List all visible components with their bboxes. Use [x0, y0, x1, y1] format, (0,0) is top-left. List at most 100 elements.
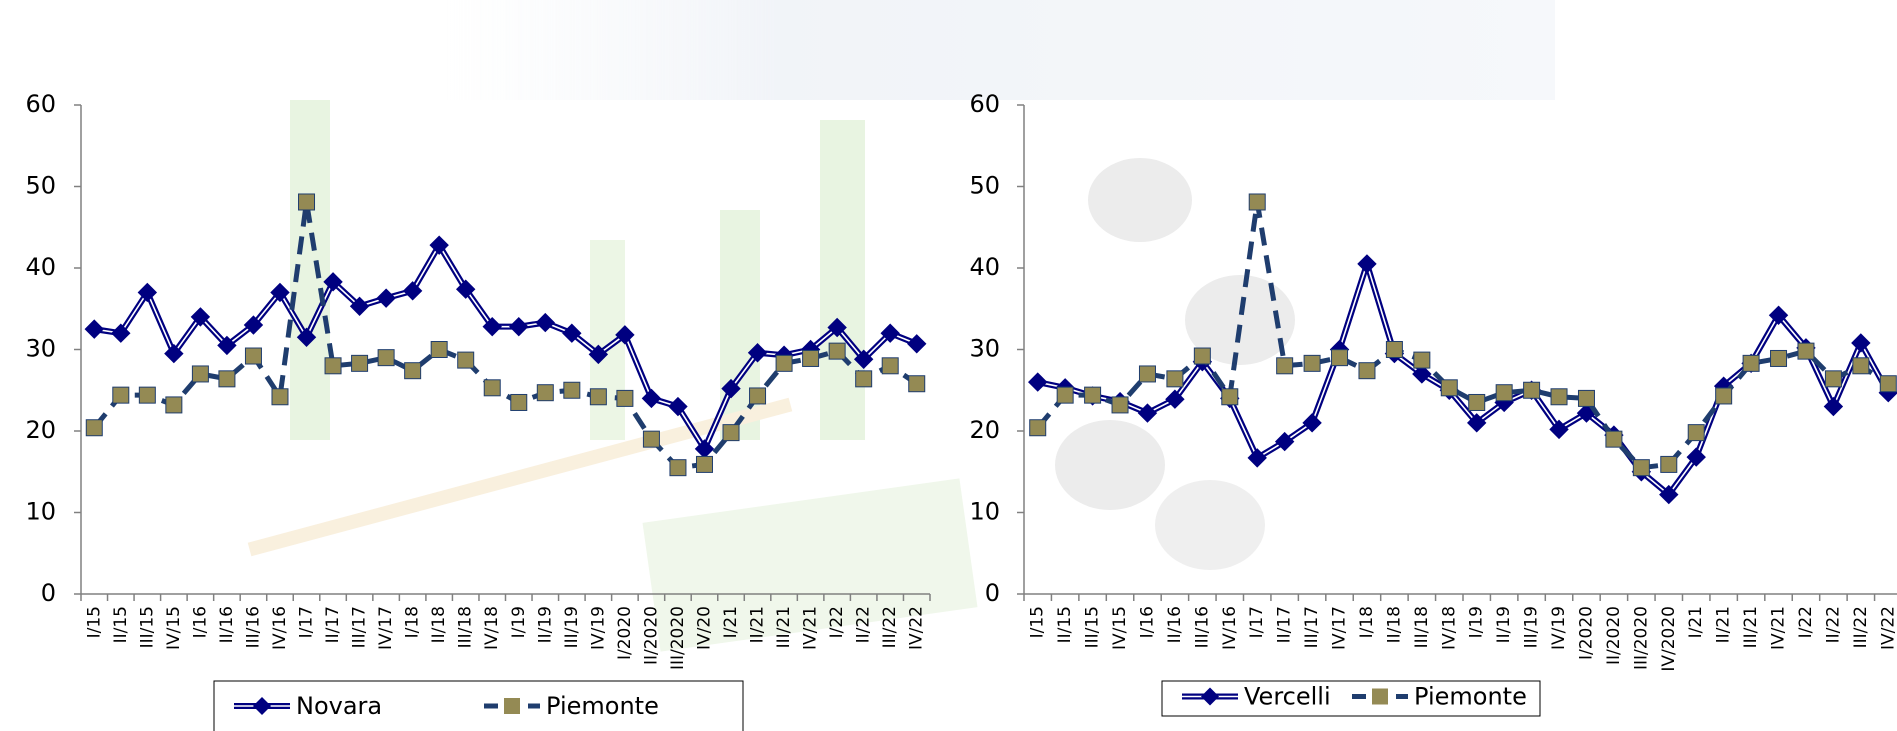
- data-point: [137, 282, 158, 303]
- x-tick-label: IV/18: [482, 606, 502, 650]
- data-point: [323, 272, 343, 292]
- x-tick-label: III/15: [1083, 606, 1103, 648]
- data-point: [1084, 386, 1102, 404]
- data-point: [1823, 396, 1844, 417]
- y-tick-label: 0: [985, 579, 1000, 607]
- data-point: [271, 388, 289, 406]
- data-point: [1274, 431, 1295, 452]
- x-tick-label: IV/16: [1220, 606, 1240, 650]
- plot: 0 10 20 30 40 50 60 I/15 II/15 III/15 IV/15 I/16 II/…: [969, 90, 1897, 717]
- data-point: [589, 388, 607, 406]
- data-point: [1028, 372, 1048, 392]
- y-tick-label: 60: [969, 90, 1000, 118]
- data-point: [483, 379, 501, 397]
- data-point: [243, 315, 264, 335]
- x-tick-label: I/2020: [1576, 606, 1596, 660]
- data-point: [642, 430, 660, 448]
- data-point: [1331, 349, 1349, 367]
- background-art: [247, 0, 1555, 652]
- series-line: [1037, 260, 1891, 498]
- data-point: [749, 387, 767, 405]
- y-tick-label: 60: [25, 90, 56, 118]
- data-point: [429, 235, 449, 255]
- x-tick-label: II/17: [1275, 606, 1295, 643]
- x-tick-label: IV/19: [588, 606, 608, 650]
- series-line-highlight: [1037, 263, 1889, 496]
- data-point: [1879, 375, 1897, 393]
- legend-marker: [253, 697, 271, 715]
- data-point: [722, 424, 740, 442]
- x-tick-label: IV/21: [1769, 606, 1789, 650]
- x-tick-label: II/22: [1823, 606, 1843, 643]
- data-point: [535, 312, 556, 333]
- x-tick-label: I/17: [297, 606, 317, 638]
- x-tick-label: IV/17: [1330, 606, 1350, 650]
- data-point: [1137, 403, 1158, 423]
- x-tick-label: IV/18: [1439, 606, 1459, 650]
- data-point: [190, 307, 211, 327]
- x-tick-label: I/15: [84, 606, 104, 638]
- data-point: [482, 316, 502, 337]
- x-tick-label: I/19: [509, 606, 529, 638]
- x-tick-label: I/2020: [615, 606, 635, 660]
- data-point: [165, 396, 183, 414]
- y-tick-label: 40: [969, 253, 1000, 281]
- plot: 0 10 20 30 40 50 60 I/15 II/15 III/15 IV/15 I/16 II/…: [25, 90, 931, 731]
- y-tick-label: 10: [969, 498, 1000, 526]
- x-tick-label: III/17: [1302, 606, 1322, 648]
- data-point: [1852, 357, 1870, 375]
- legend-marker: [1372, 688, 1388, 705]
- x-tick-label: II/19: [535, 606, 555, 643]
- series-line: [93, 242, 918, 452]
- data-point: [695, 455, 713, 473]
- background-shape: [1055, 420, 1165, 510]
- x-tick-label: II/15: [111, 606, 131, 643]
- data-point: [1029, 419, 1047, 437]
- data-point: [1468, 393, 1486, 411]
- x-tick-label: I/15: [1028, 606, 1048, 638]
- x-tick-label: III/22: [880, 606, 900, 648]
- data-point: [244, 347, 262, 365]
- data-point: [324, 357, 342, 375]
- y-tick-label: 0: [41, 579, 56, 607]
- data-point: [1247, 448, 1267, 468]
- x-tick-label: I/18: [403, 606, 423, 638]
- data-point: [1715, 387, 1733, 405]
- y-tick-label: 50: [969, 172, 1000, 200]
- data-point: [84, 319, 104, 339]
- data-point: [455, 279, 476, 299]
- x-tick-label: I/21: [721, 606, 741, 638]
- x-tick-label: IV/15: [1110, 606, 1130, 650]
- data-point: [1523, 381, 1541, 399]
- data-point: [1824, 370, 1842, 388]
- series-line-highlight: [94, 244, 918, 450]
- data-point: [1770, 349, 1788, 367]
- data-point: [376, 288, 396, 308]
- x-tick-label: III/2020: [668, 606, 688, 670]
- data-point: [1165, 389, 1185, 409]
- data-point: [270, 282, 290, 303]
- data-point: [1440, 379, 1458, 397]
- data-point: [1659, 484, 1679, 505]
- x-tick-label: IV/16: [270, 606, 290, 650]
- x-tick-label: IV/22: [1878, 606, 1897, 650]
- x-tick-label: II/18: [429, 606, 449, 643]
- data-point: [85, 419, 103, 437]
- data-point: [510, 393, 528, 411]
- data-point: [853, 349, 874, 369]
- data-point: [1605, 430, 1623, 448]
- x-tick-label: IV/22: [907, 606, 927, 650]
- x-tick-label: I/21: [1686, 606, 1706, 638]
- data-point: [775, 354, 793, 372]
- background-shape: [1088, 158, 1192, 242]
- data-point: [111, 323, 131, 343]
- x-tick-label: III/15: [137, 606, 157, 648]
- x-tick-label: III/22: [1851, 606, 1871, 648]
- x-tick-label: II/16: [217, 606, 237, 643]
- data-point: [721, 378, 741, 399]
- y-tick-label: 30: [969, 335, 1000, 363]
- y-tick-label: 30: [25, 335, 56, 363]
- data-point: [1550, 388, 1568, 406]
- data-point: [855, 370, 873, 388]
